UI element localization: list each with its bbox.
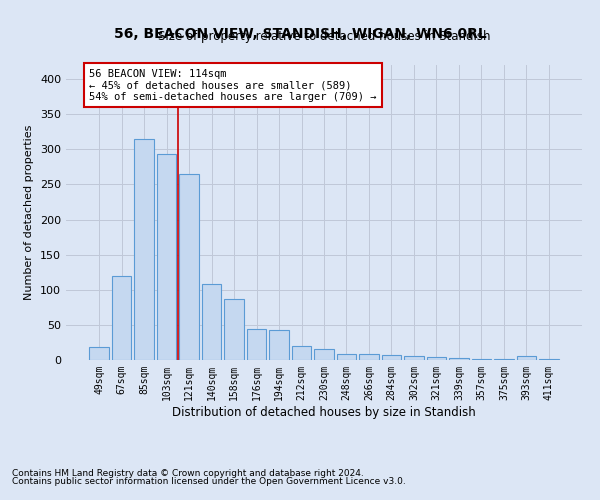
Text: Contains HM Land Registry data © Crown copyright and database right 2024.: Contains HM Land Registry data © Crown c… bbox=[12, 468, 364, 477]
Bar bbox=[382, 355, 401, 360]
Bar bbox=[202, 284, 221, 360]
Bar bbox=[449, 358, 469, 360]
Bar bbox=[134, 138, 154, 360]
X-axis label: Distribution of detached houses by size in Standish: Distribution of detached houses by size … bbox=[172, 406, 476, 418]
Text: Contains public sector information licensed under the Open Government Licence v3: Contains public sector information licen… bbox=[12, 477, 406, 486]
Bar bbox=[539, 358, 559, 360]
Bar bbox=[247, 329, 266, 360]
Bar bbox=[157, 154, 176, 360]
Bar bbox=[517, 356, 536, 360]
Bar bbox=[427, 357, 446, 360]
Bar bbox=[112, 276, 131, 360]
Bar bbox=[269, 330, 289, 360]
Bar bbox=[404, 356, 424, 360]
Bar bbox=[472, 358, 491, 360]
Title: Size of property relative to detached houses in Standish: Size of property relative to detached ho… bbox=[158, 30, 490, 43]
Bar bbox=[292, 346, 311, 360]
Bar bbox=[179, 174, 199, 360]
Bar bbox=[224, 299, 244, 360]
Y-axis label: Number of detached properties: Number of detached properties bbox=[25, 125, 34, 300]
Bar bbox=[89, 346, 109, 360]
Bar bbox=[314, 349, 334, 360]
Bar bbox=[359, 354, 379, 360]
Text: 56 BEACON VIEW: 114sqm
← 45% of detached houses are smaller (589)
54% of semi-de: 56 BEACON VIEW: 114sqm ← 45% of detached… bbox=[89, 68, 376, 102]
Text: 56, BEACON VIEW, STANDISH, WIGAN, WN6 0RL: 56, BEACON VIEW, STANDISH, WIGAN, WN6 0R… bbox=[113, 28, 487, 42]
Bar bbox=[337, 354, 356, 360]
